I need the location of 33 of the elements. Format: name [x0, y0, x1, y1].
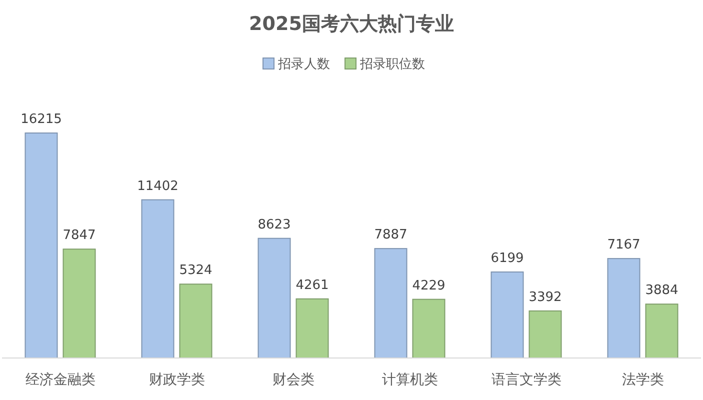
data-label: 7847 [62, 228, 96, 244]
title: 2025国考六大热门专业 [249, 13, 454, 35]
bar [645, 304, 678, 358]
x-tick-label: 财会类 [272, 372, 314, 388]
bar [412, 298, 446, 358]
data-label: 11402 [137, 178, 178, 194]
bar [528, 310, 562, 358]
legend-label: 招录职位数 [359, 57, 425, 72]
data-label: 4261 [296, 278, 329, 293]
bar [490, 271, 524, 358]
data-label: 7887 [374, 228, 408, 243]
data-label: 6199 [490, 250, 524, 266]
x-tick-label: 语言文学类 [491, 372, 562, 388]
bar [607, 258, 640, 358]
legend-label: 招录人数 [277, 57, 330, 72]
bar [258, 238, 291, 358]
x-tick-label: 经济金融类 [25, 372, 96, 388]
bar [141, 199, 174, 358]
data-label: 7167 [607, 238, 640, 253]
bar [179, 284, 212, 358]
data-label: 4229 [412, 278, 446, 294]
data-label: 3884 [645, 283, 678, 298]
data-label: 16215 [20, 112, 62, 127]
bar [374, 248, 408, 358]
data-label: 5324 [179, 263, 212, 278]
data-label: 8623 [258, 217, 291, 232]
x-tick-label: 财政学类 [148, 372, 205, 388]
x-tick-label: 计算机类 [382, 372, 438, 388]
bar [24, 132, 58, 358]
bar [62, 248, 96, 358]
bar [296, 298, 329, 358]
data-label: 3392 [528, 290, 562, 305]
x-tick-label: 法学类 [622, 372, 664, 388]
